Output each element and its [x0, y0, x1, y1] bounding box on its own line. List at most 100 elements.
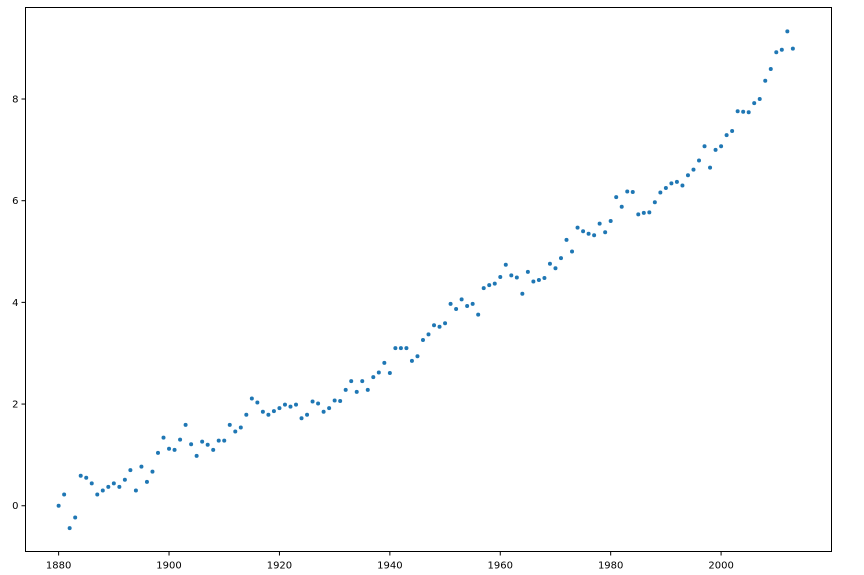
data-point [233, 429, 238, 434]
data-point [327, 406, 332, 411]
data-point [525, 269, 530, 274]
data-point [139, 464, 144, 469]
data-point [746, 110, 751, 115]
data-point [128, 468, 133, 473]
data-point [398, 346, 403, 351]
plot-area [25, 7, 832, 552]
data-point [349, 379, 354, 384]
data-point [432, 323, 437, 328]
x-axis: 1880 1900 1920 1940 1960 1980 2000 [46, 551, 734, 572]
data-point [614, 195, 619, 200]
data-point [73, 515, 78, 520]
data-point [415, 354, 420, 359]
data-point [575, 225, 580, 230]
data-point [205, 442, 210, 447]
data-point [161, 435, 166, 440]
data-point [343, 387, 348, 392]
data-point [365, 387, 370, 392]
data-point [741, 109, 746, 114]
data-point [619, 204, 624, 209]
data-point [625, 189, 630, 194]
data-point [122, 477, 127, 482]
data-point [382, 360, 387, 365]
data-point [735, 109, 740, 114]
data-point [167, 446, 172, 451]
data-point [581, 229, 586, 234]
data-point [89, 481, 94, 486]
data-point [111, 481, 116, 486]
data-point [244, 412, 249, 417]
data-point [492, 281, 497, 286]
data-point [652, 200, 657, 205]
data-point [67, 526, 72, 531]
data-point [178, 437, 183, 442]
data-point [133, 488, 138, 493]
data-point [597, 221, 602, 226]
x-tick-label: 1980 [598, 561, 623, 572]
y-tick-label: 6 [12, 196, 18, 207]
data-point [719, 144, 724, 149]
data-point [282, 402, 287, 407]
data-point [487, 283, 492, 288]
data-point [685, 173, 690, 178]
data-point [509, 273, 514, 278]
data-point [393, 346, 398, 351]
data-point [790, 46, 795, 51]
x-tick-label: 1920 [267, 561, 292, 572]
data-point [310, 399, 315, 404]
data-point [294, 402, 299, 407]
data-point [189, 442, 194, 447]
data-point [481, 286, 486, 291]
data-point [774, 50, 779, 55]
data-point [376, 370, 381, 375]
data-point [459, 297, 464, 302]
data-point [338, 399, 343, 404]
data-point [663, 185, 668, 190]
data-point [144, 479, 149, 484]
data-point [117, 484, 122, 489]
data-point [238, 425, 243, 430]
data-point [603, 230, 608, 235]
data-point [564, 237, 569, 242]
data-point [752, 101, 757, 106]
data-point [84, 475, 89, 480]
data-point [371, 375, 376, 380]
data-point [100, 488, 105, 493]
data-point [498, 274, 503, 279]
data-point [708, 165, 713, 170]
data-point [354, 389, 359, 394]
data-point [779, 47, 784, 52]
data-point [305, 412, 310, 417]
data-point [586, 231, 591, 236]
data-point [531, 279, 536, 284]
data-point [106, 484, 111, 489]
data-point [520, 291, 525, 296]
data-point [763, 78, 768, 83]
data-point [658, 190, 663, 195]
data-point [437, 324, 442, 329]
data-point [674, 179, 679, 184]
x-tick-label: 1880 [46, 561, 71, 572]
data-point [713, 147, 718, 152]
data-point [476, 312, 481, 317]
data-point [277, 406, 282, 411]
data-point [454, 306, 459, 311]
data-point [630, 190, 635, 195]
data-point [503, 262, 508, 267]
data-point [647, 210, 652, 215]
data-point [266, 412, 271, 417]
y-tick-label: 8 [12, 95, 18, 106]
data-point [636, 212, 641, 217]
data-point [691, 167, 696, 172]
x-tick-label: 1900 [156, 561, 181, 572]
data-points [56, 29, 795, 531]
data-point [426, 332, 431, 337]
data-point [680, 183, 685, 188]
data-point [56, 503, 61, 508]
y-axis: 0 2 4 6 8 [12, 95, 26, 512]
data-point [172, 447, 177, 452]
data-point [404, 346, 409, 351]
plot-frame [25, 7, 832, 552]
data-point [448, 301, 453, 306]
